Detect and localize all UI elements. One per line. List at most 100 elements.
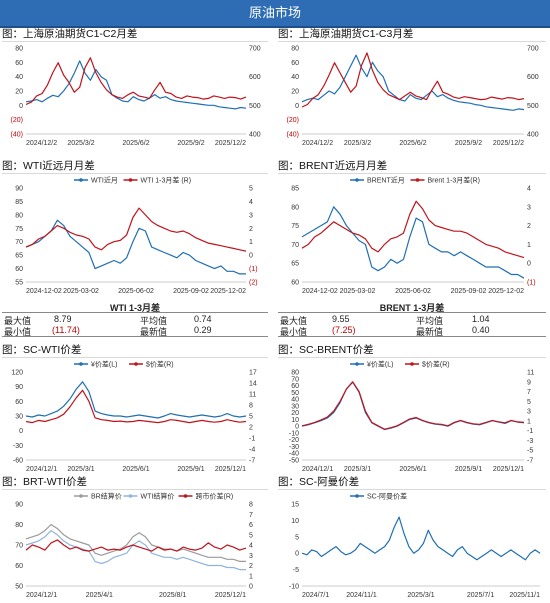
y2-tick-label: 9 [527,379,531,386]
y2-tick-label: 500 [249,103,261,110]
series-line [301,381,525,430]
x-tick-label: 2025/3/2 [344,140,371,147]
legend-label: ¥价差(L) [367,360,393,369]
y-tick-label: 40 [291,397,299,404]
y2-tick-label: (1) [249,266,258,273]
y2-tick-label: 2 [249,563,253,570]
legend-label: ¥价差(L) [91,360,117,369]
stat-label: 平均值 [140,316,168,326]
y2-tick-label: 4 [527,186,531,193]
y2-tick-label: 2 [527,223,531,230]
y2-tick-label: 8 [249,403,253,410]
legend-label: Brent 1-3月差(R) [428,176,481,185]
y-tick-label: -60 [13,458,23,465]
x-tick-label: 2025-03-02 [63,288,99,295]
x-tick-label: 2025/9/1 [455,466,482,473]
y2-tick-label: 1 [527,242,531,249]
chart-brent-spread: BRENT近月 Brent 1-3月差(R) 85 80 75 70 65 60 4 3 2 1 0 (1… [291,176,536,296]
y-tick-label: 80 [291,204,299,211]
y-tick-label: 0 [295,424,299,431]
panel-title: 图：SC-WTI价差 [2,344,268,358]
y-tick-label: 65 [15,253,23,260]
legend-marker [128,494,133,498]
panel-title: 图：SC-阿曼价差 [278,476,546,490]
y-tick-label: 65 [291,261,299,268]
x-tick-label: 2024/12/2 [26,140,57,147]
y2-tick-label: 14 [249,381,257,388]
stat-value: 0.40 [472,325,490,335]
y2-tick-label: 2 [249,226,253,233]
x-tick-label: 2024-12-02 [26,288,62,295]
legend-marker [410,362,414,366]
y2-tick-label: 400 [249,132,261,139]
x-tick-label: 2025/3/1 [67,466,94,473]
y2-tick-label: 400 [527,132,539,139]
y2-tick-label: 1 [249,239,253,246]
y-tick-label: 10 [291,518,299,525]
y2-tick-label: 1 [249,573,253,580]
y2-tick-label: 7 [527,389,531,396]
stat-label: 平均值 [416,316,444,326]
y2-tick-label: 0 [249,584,253,591]
stat-label: 最小值 [280,327,308,337]
x-tick-label: 2025/12/2 [215,140,246,147]
y2-tick-label: (1) [527,280,536,287]
y-tick-label: 40 [291,74,299,81]
y-tick-label: 50 [15,584,23,591]
y-tick-label: 80 [291,370,299,377]
stat-value: 1.04 [472,314,490,324]
y2-tick-label: 11 [249,392,256,399]
chart-wti-spread: WTI近月 WTI 1-3月差 (R)9085807570656055543210… [15,176,258,296]
panel-title: 图：上海原油期货C1-C2月差 [2,28,268,42]
y-tick-label: 50 [291,390,299,397]
chart-brt-wti: BR结算价 WTI结算价 跨市价差(R)9080706050876543210202… [15,492,253,600]
y-tick-label: -30 [289,444,299,451]
y-tick-label: 0 [295,103,299,110]
series-line [25,207,247,252]
x-tick-label: 2025/12/1 [215,592,246,599]
x-tick-label: 2024-12-02 [302,288,338,295]
y2-tick-label: 3 [527,409,531,416]
y2-tick-label: 3 [249,212,253,219]
y2-tick-label: 0 [249,253,253,260]
y2-tick-label: 5 [527,399,531,406]
legend-label: WTI结算价 [141,492,175,501]
legend-marker [79,178,83,182]
x-tick-label: 2024/11/1 [346,592,377,599]
y-tick-label: 60 [15,266,23,273]
stat-label: 最小值 [4,327,32,337]
stat-value: (7.25) [332,325,356,335]
series-line [301,206,525,279]
y-tick-label: 75 [291,223,299,230]
banner: 原油市场 [0,0,550,28]
series-line [301,516,541,561]
legend-marker [128,178,133,182]
y-tick-label: 60 [15,60,23,67]
y-tick-label: 0 [295,551,299,558]
y-tick-label: 60 [291,60,299,67]
panel-title: 图：WTI近远月月差 [2,160,268,174]
stat-label: 最新值 [140,327,168,337]
y-tick-label: (40) [11,132,23,139]
y-tick-label: 10 [291,417,299,424]
y-tick-label: -40 [289,451,299,458]
y-tick-label: 120 [11,370,23,377]
y-tick-label: 55 [15,280,23,287]
y-tick-label: 20 [291,89,299,96]
x-tick-label: 2025/8/1 [159,592,186,599]
stats-table-title: BRENT 1-3月差 [379,303,445,313]
stat-value: 0.74 [194,314,212,324]
series-line [25,389,247,424]
series-line [25,539,247,552]
x-tick-label: 2025-09-02 [451,288,487,295]
series-line [25,219,246,275]
y-tick-label: (20) [11,117,23,124]
y-tick-label: 85 [291,186,299,193]
table-divider [2,336,268,337]
legend-label: 跨市价差(R) [196,492,234,501]
y-tick-label: 30 [15,414,23,421]
y-tick-label: 80 [291,46,299,53]
x-tick-label: 2025-06-02 [395,288,431,295]
legend-marker [355,362,359,366]
